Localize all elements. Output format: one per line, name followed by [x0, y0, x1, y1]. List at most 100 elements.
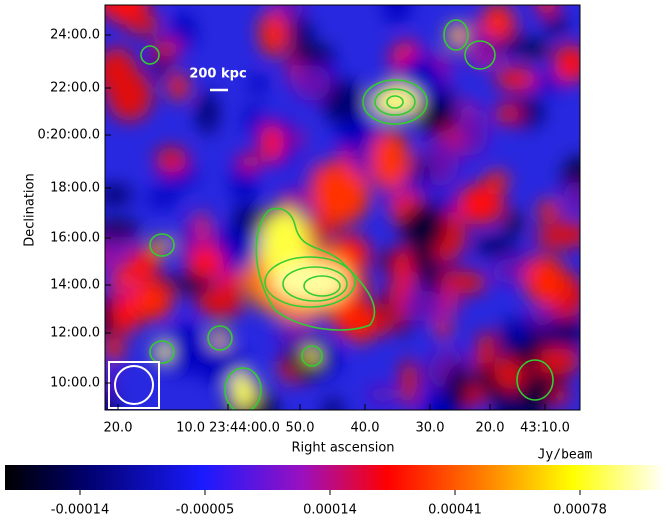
noise-blob: [494, 103, 521, 124]
contours: [140, 19, 554, 410]
x-tick-label: 30.0: [416, 421, 445, 436]
source-blob: [229, 372, 257, 408]
noise-blob: [175, 321, 204, 374]
noise-blob: [457, 107, 488, 157]
y-tick-label: 12:00.0: [50, 326, 100, 341]
noise-blob: [105, 184, 133, 206]
noise-blob: [446, 363, 471, 410]
noise-blob: [543, 13, 569, 36]
source-blob: [304, 348, 320, 364]
noise-blob: [293, 64, 332, 102]
noise-blob: [400, 202, 447, 252]
x-tick-label: 43:10.0: [520, 421, 570, 436]
x-tick-label: 20.0: [476, 421, 505, 436]
noise-blob: [516, 41, 551, 58]
noise-blob: [538, 199, 560, 223]
noise-blob: [168, 72, 189, 101]
noise-blob: [531, 347, 580, 374]
y-tick-label: 22:00.0: [50, 81, 100, 96]
noise-blob: [217, 272, 250, 289]
y-axis-label: Declination: [23, 173, 38, 247]
source-blob: [260, 210, 310, 280]
noise-blob: [505, 208, 522, 238]
x-tick-label: 50.0: [286, 421, 315, 436]
source-blob: [153, 343, 171, 361]
noise-blob: [435, 318, 452, 339]
noise-blob: [414, 104, 457, 133]
colorbar-unit: Jy/beam: [538, 448, 593, 463]
noise-blob: [495, 68, 538, 90]
noise-blob: [105, 336, 124, 362]
noise-blob: [132, 280, 173, 321]
noise-blob: [323, 396, 343, 410]
y-tick-label: 16:00.0: [50, 231, 100, 246]
beam-box: [108, 361, 160, 409]
source-blob: [211, 329, 229, 347]
noise-blob: [321, 79, 364, 124]
y-tick-label: 24:00.0: [50, 28, 100, 43]
noise-blob: [105, 220, 142, 238]
noise-blob: [129, 246, 160, 280]
noise-blob: [420, 135, 459, 187]
noise-blob: [535, 225, 575, 249]
noise-blob: [400, 358, 418, 407]
source-blob: [447, 24, 465, 46]
beam: [114, 365, 154, 405]
x-tick-label: 20.0: [104, 421, 133, 436]
noise-blob: [485, 171, 509, 190]
noise-blob: [244, 105, 264, 135]
colorbar-tick-label: -0.00005: [176, 503, 234, 518]
noise-blob: [336, 115, 380, 159]
y-tick-label: 10:00.0: [50, 376, 100, 391]
noise-blob: [553, 44, 580, 83]
noise-blob: [393, 247, 411, 297]
source-blob: [370, 130, 410, 190]
noise-blob: [477, 331, 495, 357]
noise-blob: [347, 299, 371, 345]
noise-blob: [286, 18, 314, 48]
colorbar-tick-label: 0.00078: [553, 503, 607, 518]
x-axis-label: Right ascension: [291, 441, 394, 456]
x-tick-label: 40.0: [351, 421, 380, 436]
noise-blob: [536, 5, 557, 16]
noise-blob: [169, 12, 196, 53]
colorbar-tick-label: -0.00014: [51, 503, 109, 518]
scale-bar-label: 200 kpc: [189, 67, 246, 82]
noise-blob: [400, 290, 447, 321]
noise-blob: [383, 5, 411, 25]
noise-blob: [519, 369, 552, 410]
noise-blob: [145, 190, 180, 207]
x-tick-label: 10.0 23:44:00.0: [176, 421, 280, 436]
y-tick-label: 0:20:00.0: [37, 128, 100, 143]
noise-blob: [150, 39, 181, 58]
noise-blob: [125, 14, 161, 35]
plot-frame: [104, 4, 581, 411]
source-blob: [370, 85, 420, 119]
noise-blob: [249, 73, 268, 95]
noise-blob: [238, 153, 262, 171]
noise-blob: [259, 8, 288, 57]
y-tick-label: 14:00.0: [50, 278, 100, 293]
noise-blob: [440, 271, 488, 294]
noise-blob: [273, 5, 304, 21]
source-blob: [153, 237, 171, 253]
y-tick-label: 18:00.0: [50, 181, 100, 196]
noise-blob: [105, 50, 138, 94]
noise-blob: [481, 5, 514, 40]
source-blob: [310, 165, 370, 225]
noise-blob: [524, 255, 567, 306]
noise-blob: [187, 245, 225, 278]
noise-blob: [196, 91, 218, 135]
noise-blob: [472, 235, 516, 256]
radio-map: [105, 5, 580, 410]
noise-blob: [260, 123, 284, 163]
noise-blob: [563, 180, 580, 216]
colorbar: [5, 465, 665, 490]
colorbar-tick-label: 0.00014: [303, 503, 357, 518]
noise-blob: [155, 147, 188, 173]
colorbar-tick-label: 0.00041: [428, 503, 482, 518]
noise-blob: [510, 339, 542, 369]
noise-blob: [546, 314, 580, 351]
noise-blob: [288, 45, 335, 63]
